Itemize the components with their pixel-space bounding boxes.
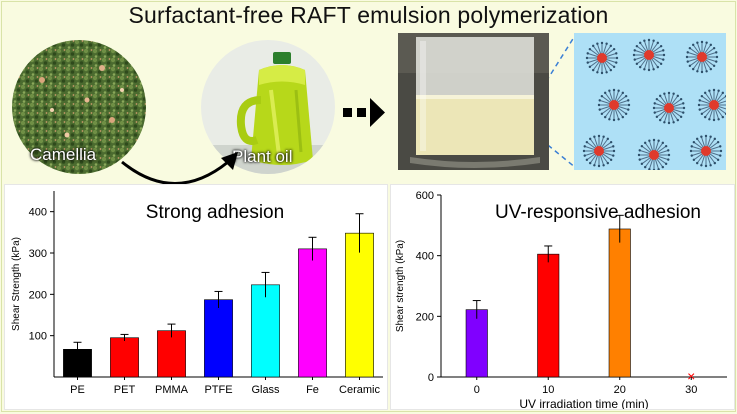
bar [204,299,233,378]
y-tick-label: 100 [29,331,47,343]
micelle-icon [632,38,666,72]
camellia-label: Camellia [30,145,97,164]
bar [157,330,186,378]
bar [110,337,139,378]
micelle-icon [582,134,616,168]
y-tick-label: 400 [416,251,434,263]
micelle-icon [597,88,631,122]
curved-arrow-head-icon [221,152,238,170]
x-tick-label: PE [70,384,85,396]
figure-title: Surfactant-free RAFT emulsion polymeriza… [128,2,609,28]
emulsion-flask-photo [398,33,549,170]
plant-oil-photo [201,40,335,174]
x-tick-label: Glass [251,384,280,396]
x-tick-label: PMMA [155,384,189,396]
x-tick-label: Ceramic [339,384,380,396]
bar [537,253,560,378]
bar [251,284,280,378]
micelle-icon [637,138,671,172]
micelle-icon [685,40,719,74]
uv-chart-panel: 0 200 400 600 0 10 20 × 30 UV-responsive adhesion… [390,184,735,411]
curved-arrow-icon [121,160,229,185]
micelle-icon [652,91,686,125]
x-tick-label: 0 [474,384,480,396]
y-tick-label: 0 [428,372,434,384]
y-tick-label: 600 [416,190,434,202]
x-axis-label: UV irradiation time (min) [519,397,648,409]
dashed-arrow-icon [343,98,385,127]
x-tick-label: Fe [306,384,319,396]
bar [345,232,374,378]
bar [608,228,631,378]
adhesion-chart: 100 200 300 400 PE PET PMMA PTFE Glass Fe Ceramic S… [11,191,383,396]
bar [465,309,488,378]
y-tick-label: 200 [416,311,434,323]
x-tick-label: PTFE [204,384,232,396]
y-axis-label: Shear Strength (kPa) [11,237,22,331]
x-tick-label: PET [114,384,136,396]
micelle-illustration [574,33,731,172]
x-tick-label: 30 [685,384,697,396]
micelle-icon [689,134,723,168]
chart-title: UV-responsive adhesion [495,202,701,223]
plant-oil-label: Plant oil [232,147,293,166]
x-tick-label: 20 [614,384,626,396]
y-axis-label: Shear strength (kPa) [395,240,406,332]
micelle-icon [585,41,619,75]
adhesion-chart-panel: 100 200 300 400 PE PET PMMA PTFE Glass Fe Ceramic S… [4,184,388,410]
y-tick-label: 200 [29,289,47,301]
chart-title: Strong adhesion [146,202,284,223]
bar [298,248,327,378]
y-tick-label: 300 [29,248,47,260]
y-tick-label: 400 [29,207,47,219]
uv-chart: 0 200 400 600 0 10 20 ×30 UV-responsive adhesion… [395,190,727,411]
zero-marker: × [687,368,695,384]
camellia-photo [12,40,146,174]
x-tick-label: 10 [542,384,554,396]
